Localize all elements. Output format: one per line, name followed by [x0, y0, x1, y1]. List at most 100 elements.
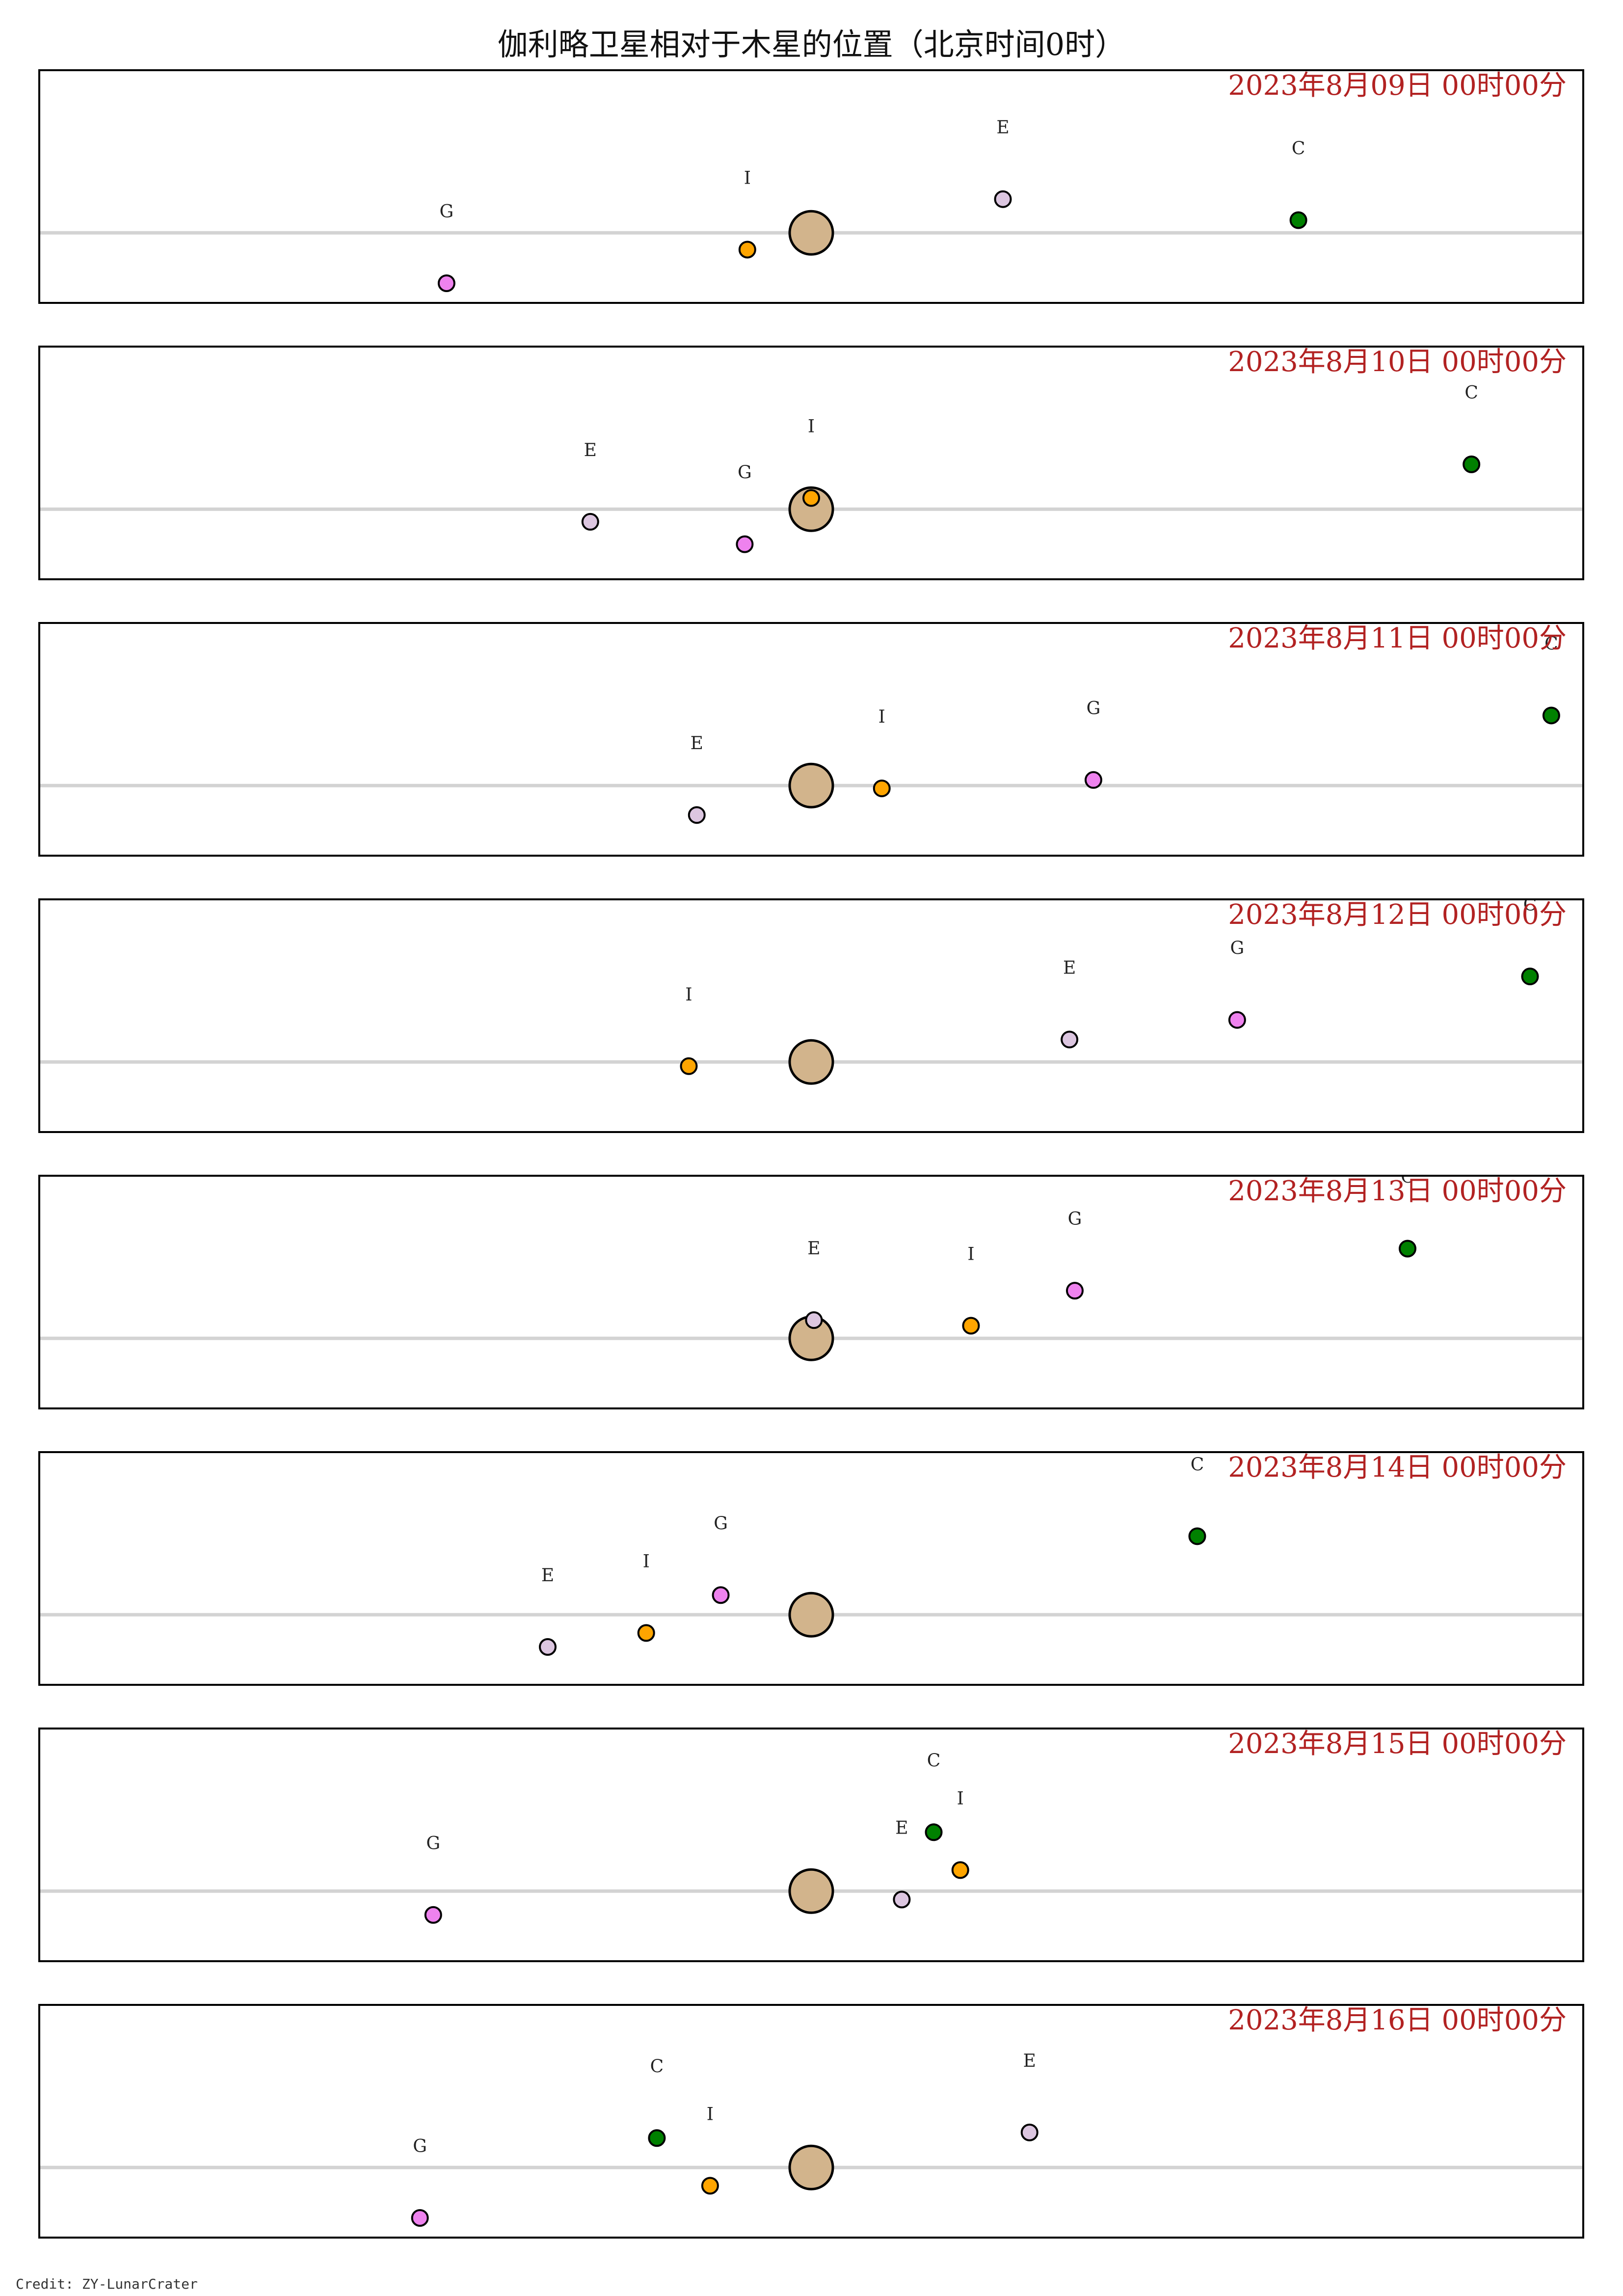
moon-point-io: [802, 489, 820, 507]
moon-point-europa: [893, 1891, 911, 1909]
moon-point-europa: [1020, 2123, 1038, 2141]
panel-2: E G I C 2023年8月10日 00时00分: [38, 346, 1584, 580]
moon-label-e: E: [807, 1239, 820, 1259]
panel-content: E G I C: [39, 383, 1583, 553]
moon-label-i: I: [744, 168, 751, 188]
panel-content: I E G C: [39, 895, 1583, 1085]
jupiter-disk: [788, 210, 834, 256]
moon-point-io: [701, 2177, 719, 2195]
moon-point-io: [951, 1861, 969, 1879]
moon-label-i: I: [967, 1244, 974, 1265]
credit-text: Credit: ZY-LunarCrater: [16, 2276, 198, 2292]
moon-label-c: C: [1292, 139, 1305, 159]
moon-point-ganymede: [1084, 771, 1102, 789]
moon-label-g: G: [738, 463, 752, 483]
chart-title: 伽利略卫星相对于木星的位置（北京时间0时）: [497, 27, 1126, 62]
moon-point-callisto: [1521, 968, 1539, 986]
moon-point-callisto: [1542, 706, 1560, 725]
moon-point-europa: [581, 513, 599, 531]
moon-label-c: C: [1401, 1167, 1414, 1187]
panel-date-label: 2023年8月12日 00时00分: [1228, 899, 1567, 931]
panel-8: G C I E 2023年8月16日 00时00分: [38, 2004, 1584, 2239]
panel-date-label: 2023年8月09日 00时00分: [1228, 70, 1567, 102]
panel-content: G C I E: [39, 2051, 1583, 2227]
panel-content: G E CI: [39, 1751, 1583, 1924]
moon-label-g: G: [1068, 1209, 1082, 1229]
panel-1: G I E C 2023年8月09日 00时00分: [38, 69, 1584, 304]
panel-date-label: 2023年8月14日 00时00分: [1228, 1452, 1567, 1484]
moon-point-io: [637, 1624, 655, 1642]
moon-point-callisto: [1188, 1527, 1206, 1545]
moon-label-g: G: [1087, 699, 1101, 719]
moon-label-i: I: [808, 416, 815, 436]
jupiter-disk: [788, 1868, 834, 1914]
panel-content: E I G C: [39, 1455, 1583, 1656]
moon-point-europa: [1061, 1030, 1079, 1049]
panel-frame: [38, 1451, 1584, 1686]
moon-label-i: I: [643, 1551, 650, 1571]
moon-label-e: E: [541, 1566, 554, 1586]
panel-frame: [38, 622, 1584, 857]
moon-point-europa: [994, 190, 1012, 208]
moon-point-ganymede: [437, 274, 455, 293]
moon-point-ganymede: [712, 1586, 730, 1604]
moon-point-ganymede: [1228, 1011, 1246, 1029]
moon-point-europa: [805, 1311, 823, 1329]
moon-point-io: [962, 1317, 980, 1335]
panel-frame: [38, 1175, 1584, 1409]
panel-date-label: 2023年8月10日 00时00分: [1228, 346, 1567, 378]
moon-point-ganymede: [736, 535, 754, 553]
jupiter-disk: [788, 486, 834, 532]
moon-label-i: I: [878, 707, 885, 727]
panel-content: E I G C: [39, 1167, 1583, 1361]
jupiter-disk: [788, 1039, 834, 1085]
panel-frame: [38, 898, 1584, 1133]
moon-label-i: I: [957, 1788, 964, 1809]
moon-point-callisto: [1399, 1240, 1417, 1258]
moon-label-i: I: [707, 2104, 714, 2124]
moon-point-io: [738, 241, 756, 259]
panel-6: E I G C 2023年8月14日 00时00分: [38, 1451, 1584, 1686]
moon-label-g: G: [1230, 939, 1244, 959]
panel-date-label: 2023年8月15日 00时00分: [1228, 1728, 1567, 1760]
panel-date-label: 2023年8月11日 00时00分: [1228, 622, 1567, 654]
moon-point-ganymede: [411, 2209, 429, 2227]
jupiter-disk: [788, 762, 834, 809]
moon-point-callisto: [648, 2129, 666, 2147]
panel-frame: [38, 1728, 1584, 1962]
moon-label-i: I: [685, 985, 692, 1005]
moon-label-g: G: [714, 1513, 728, 1534]
panel-7: G E CI 2023年8月15日 00时00分: [38, 1728, 1584, 1962]
moon-label-e: E: [1063, 958, 1076, 978]
panel-frame: [38, 2004, 1584, 2239]
moon-label-e: E: [1023, 2051, 1036, 2071]
moon-label-e: E: [996, 118, 1009, 138]
moon-point-callisto: [925, 1823, 943, 1841]
panel-date-label: 2023年8月16日 00时00分: [1228, 2004, 1567, 2036]
moon-point-io: [680, 1057, 698, 1075]
moon-label-e: E: [895, 1818, 908, 1838]
panel-date-label: 2023年8月13日 00时00分: [1228, 1175, 1567, 1207]
panel-frame: [38, 346, 1584, 580]
moon-label-c: C: [927, 1751, 941, 1771]
moon-label-c: C: [650, 2056, 664, 2077]
moon-label-e: E: [691, 733, 703, 754]
jupiter-disk: [788, 2144, 834, 2190]
moon-label-c: C: [1544, 634, 1558, 654]
moon-point-europa: [688, 806, 706, 824]
panel-content: E I G C: [39, 634, 1583, 824]
moon-point-callisto: [1289, 211, 1307, 229]
moon-label-c: C: [1464, 383, 1478, 403]
moon-label-g: G: [413, 2136, 427, 2157]
moon-label-g: G: [440, 202, 454, 222]
moon-point-europa: [539, 1638, 557, 1656]
moon-label-e: E: [584, 440, 597, 460]
moon-label-c: C: [1191, 1455, 1204, 1475]
moon-point-ganymede: [1065, 1282, 1084, 1300]
moon-label-c: C: [1523, 895, 1537, 915]
